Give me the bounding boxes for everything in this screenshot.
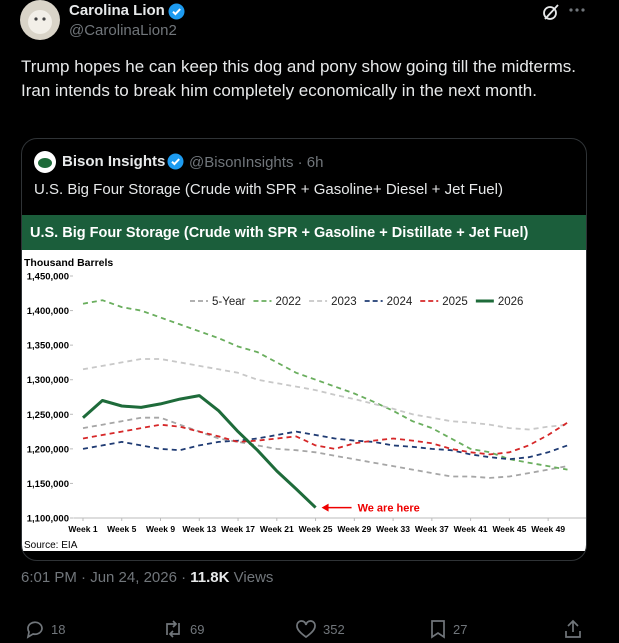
series-line xyxy=(82,421,568,456)
y-tick-label: 1,350,000 xyxy=(27,341,69,352)
views-count: 11.8K xyxy=(190,569,230,586)
like-button[interactable]: 352 xyxy=(295,619,345,639)
grok-icon[interactable] xyxy=(541,2,561,22)
series-line xyxy=(82,416,568,479)
reply-count: 18 xyxy=(51,621,66,637)
x-tick-label: Week 21 xyxy=(260,524,294,534)
x-tick-label: Week 33 xyxy=(376,524,410,534)
annotation: We are here xyxy=(358,503,420,515)
y-tick-label: 1,300,000 xyxy=(27,375,69,386)
y-tick-label: 1,450,000 xyxy=(27,272,69,283)
bookmark-icon xyxy=(431,620,445,639)
author-name[interactable]: Carolina Lion xyxy=(69,2,165,19)
x-tick-label: Week 49 xyxy=(531,524,565,534)
bookmark-button[interactable]: 27 xyxy=(429,619,467,639)
bookmark-count: 27 xyxy=(453,621,468,637)
like-count: 352 xyxy=(323,621,345,637)
series-line xyxy=(82,299,568,471)
quote-meta: @BisonInsights · 6h xyxy=(189,154,324,171)
legend-label: 5-Year xyxy=(212,296,246,308)
x-tick-label: Week 17 xyxy=(221,524,255,534)
legend-label: 2026 xyxy=(498,296,524,308)
annotation-arrowhead xyxy=(321,503,329,512)
repost-icon xyxy=(166,620,180,638)
source: Source: EIA xyxy=(24,540,78,551)
x-tick-label: Week 29 xyxy=(337,524,371,534)
verified-badge xyxy=(167,153,184,170)
repost-count: 69 xyxy=(190,621,205,637)
series-line xyxy=(82,430,568,461)
verified-badge xyxy=(168,3,185,20)
views-label: Views xyxy=(233,569,274,586)
y-tick-label: 1,200,000 xyxy=(27,444,69,455)
chart: U.S. Big Four Storage (Crude with SPR + … xyxy=(22,215,586,551)
x-tick-label: Week 45 xyxy=(492,524,526,534)
reply-icon xyxy=(26,621,43,639)
tweet-text: Trump hopes he can keep this dog and pon… xyxy=(21,57,577,100)
y-tick-label: 1,100,000 xyxy=(27,514,69,525)
legend-label: 2024 xyxy=(387,296,413,308)
legend-label: 2023 xyxy=(331,296,357,308)
y-tick-label: 1,400,000 xyxy=(27,306,69,317)
x-tick-label: Week 25 xyxy=(299,524,333,534)
quote-text: U.S. Big Four Storage (Crude with SPR + … xyxy=(34,181,503,198)
repost-button[interactable]: 69 xyxy=(162,619,204,639)
legend-label: 2025 xyxy=(442,296,468,308)
quote-author: Bison Insights xyxy=(62,153,166,170)
timestamp[interactable]: 6:01 PM · Jun 24, 2026 · xyxy=(21,569,187,586)
x-tick-label: Week 37 xyxy=(415,524,449,534)
chart-title: U.S. Big Four Storage (Crude with SPR + … xyxy=(30,225,529,241)
x-tick-label: Week 5 xyxy=(107,524,136,534)
y-tick-label: 1,150,000 xyxy=(27,479,69,490)
y-axis-label: Thousand Barrels xyxy=(24,257,113,269)
chart-header xyxy=(22,215,586,250)
more-icon[interactable] xyxy=(568,6,586,16)
reply-button[interactable]: 18 xyxy=(25,619,65,639)
share-icon[interactable] xyxy=(563,619,583,639)
legend-label: 2022 xyxy=(275,296,301,308)
author-handle[interactable]: @CarolinaLion2 xyxy=(69,22,177,39)
series-line xyxy=(82,358,568,431)
x-tick-label: Week 13 xyxy=(182,524,216,534)
x-tick-label: Week 1 xyxy=(68,524,97,534)
quote-card[interactable]: Bison Insights @BisonInsights · 6h U.S. … xyxy=(21,138,587,561)
x-tick-label: Week 41 xyxy=(454,524,488,534)
timestamp-row: 6:01 PM · Jun 24, 2026 · 11.8K Views xyxy=(21,569,273,586)
like-icon xyxy=(296,620,316,639)
y-tick-label: 1,250,000 xyxy=(27,410,69,421)
series-line xyxy=(82,394,317,509)
avatar[interactable] xyxy=(20,0,60,40)
x-tick-label: Week 9 xyxy=(146,524,175,534)
quote-avatar xyxy=(34,151,56,173)
